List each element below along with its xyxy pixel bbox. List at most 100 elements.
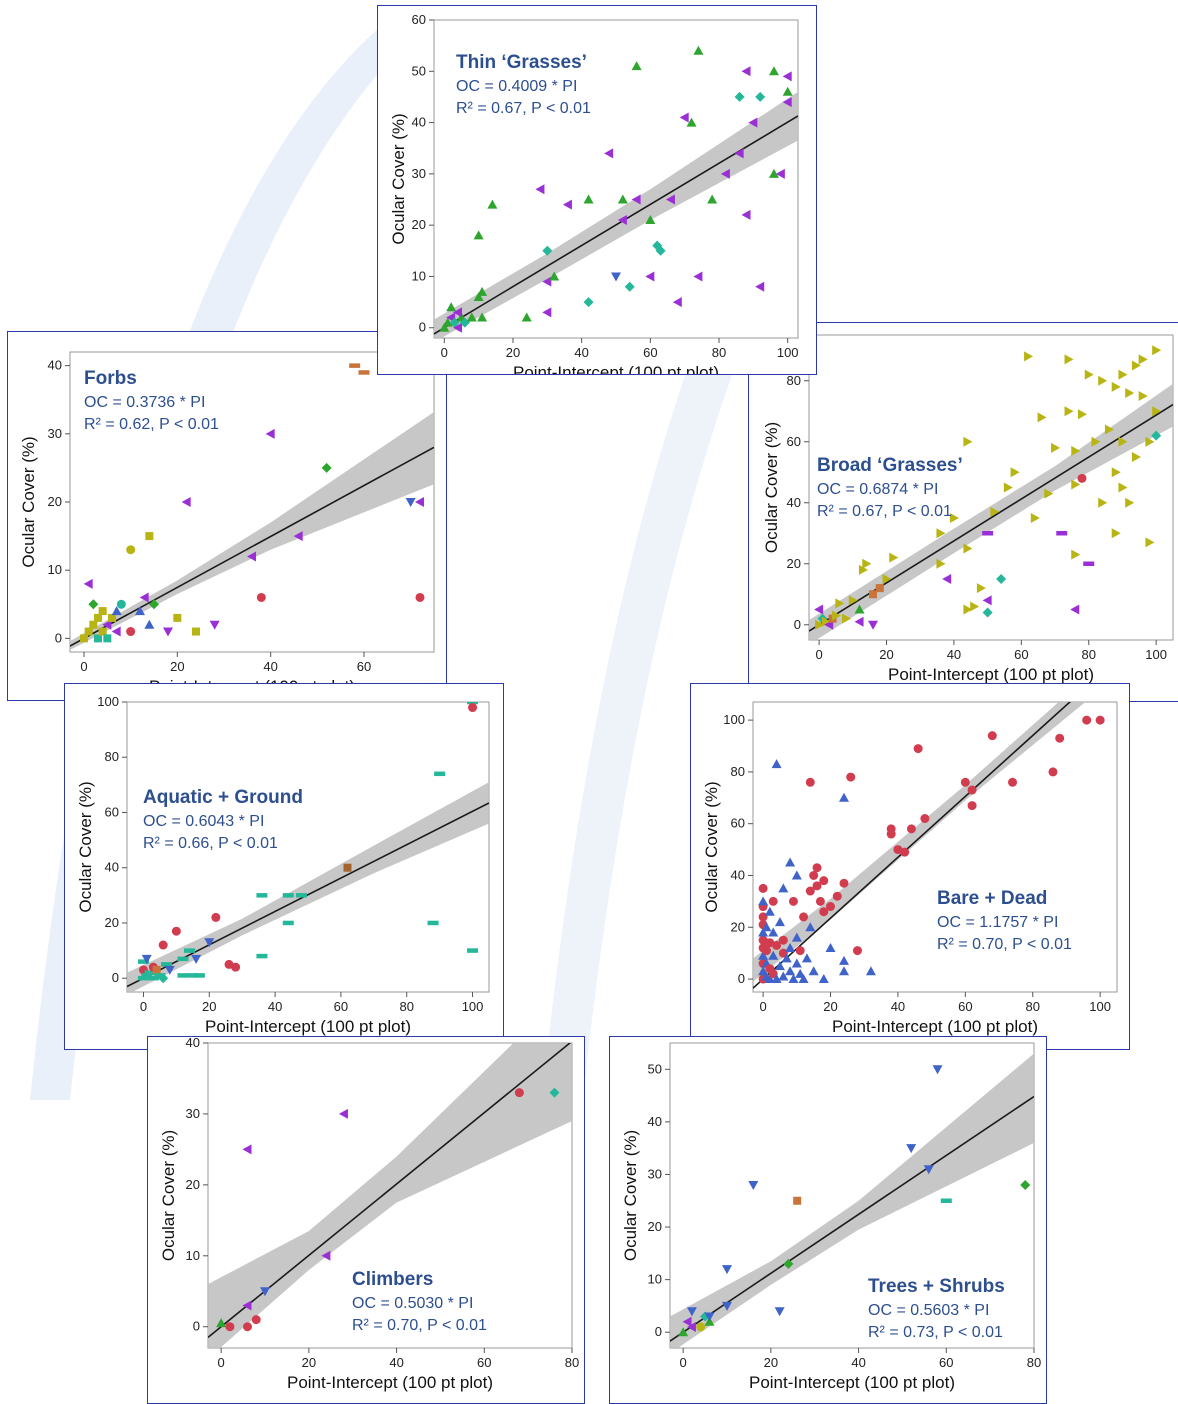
data-point — [707, 194, 718, 204]
data-point — [768, 66, 779, 76]
x-tick-label: 80 — [1026, 999, 1040, 1014]
data-point — [1131, 452, 1141, 462]
data-point — [1071, 549, 1081, 560]
x-axis-label: Point-Intercept (100 pt plot) — [832, 1017, 1038, 1036]
data-point — [815, 619, 825, 630]
data-point — [211, 912, 221, 922]
data-point — [1077, 473, 1087, 483]
data-point — [758, 883, 768, 893]
data-point — [923, 1165, 934, 1175]
data-point — [781, 953, 792, 963]
chart-panel-forbs: 0204060010203040Point-Intercept (100 pt … — [7, 331, 447, 701]
data-point — [758, 935, 768, 945]
regression-stats: R² = 0.70, P < 0.01 — [937, 936, 1072, 953]
data-point — [251, 1315, 261, 1325]
x-tick-label: 0 — [680, 1355, 687, 1370]
data-point — [1010, 467, 1020, 478]
data-point — [583, 297, 594, 308]
data-point — [1152, 345, 1162, 356]
y-axis-label: Ocular Cover (%) — [76, 781, 95, 912]
x-tick-label: 20 — [764, 1355, 778, 1370]
data-point — [741, 66, 751, 77]
data-point — [453, 307, 463, 318]
data-point — [181, 497, 191, 507]
data-point — [782, 97, 792, 108]
data-point — [631, 194, 641, 205]
data-point — [720, 168, 730, 179]
data-point — [839, 878, 849, 888]
data-point — [906, 824, 916, 834]
x-tick-label: 40 — [268, 999, 282, 1014]
data-point — [734, 148, 744, 159]
data-point — [1131, 360, 1141, 371]
data-point — [1111, 467, 1121, 478]
data-point — [1070, 604, 1080, 615]
data-point — [1048, 767, 1058, 777]
data-point — [1098, 375, 1108, 386]
x-tick-label: 20 — [202, 999, 216, 1014]
x-tick-label: 0 — [218, 1355, 225, 1370]
data-point — [761, 922, 772, 932]
data-point — [793, 1196, 802, 1205]
data-point — [1145, 537, 1155, 548]
data-point — [282, 893, 294, 898]
data-point — [795, 946, 805, 956]
data-point — [809, 870, 819, 880]
data-point — [936, 528, 946, 539]
y-axis-label: Ocular Cover (%) — [19, 436, 38, 567]
x-tick-label: 80 — [565, 1355, 579, 1370]
y-axis-label: Ocular Cover (%) — [702, 781, 721, 912]
data-point — [358, 370, 370, 375]
y-tick-label: 40 — [731, 867, 745, 882]
data-point — [1020, 1179, 1031, 1190]
y-tick-label: 60 — [787, 434, 801, 449]
data-point — [814, 604, 824, 615]
data-point — [1152, 406, 1162, 417]
chart-svg-broad-grasses: 0 20 40 60 80 100 0 20 40 60 80 Point-Intercept (10… — [762, 334, 1174, 684]
data-point — [826, 902, 836, 912]
y-tick-label: 80 — [731, 764, 745, 779]
data-point — [1082, 715, 1092, 725]
chart-title: Thin ‘Grasses’ — [456, 52, 587, 73]
data-point — [1138, 391, 1148, 401]
data-point — [693, 271, 703, 282]
x-tick-label: 40 — [574, 345, 588, 360]
data-point — [427, 920, 439, 926]
data-point — [1083, 561, 1095, 566]
x-axis-label: Point-Intercept (100 pt plot) — [749, 1373, 955, 1392]
x-tick-label: 20 — [170, 659, 184, 674]
data-point — [768, 168, 779, 178]
y-tick-label: 10 — [48, 562, 62, 577]
y-tick-label: 40 — [105, 860, 119, 875]
data-point — [970, 601, 980, 612]
data-point — [467, 948, 479, 953]
x-tick-label: 0 — [441, 345, 448, 360]
data-point — [83, 578, 93, 589]
data-point — [415, 497, 424, 507]
data-point — [1111, 528, 1121, 539]
data-point — [875, 584, 884, 593]
data-point — [415, 592, 425, 602]
x-tick-label: 60 — [958, 999, 972, 1014]
data-point — [343, 863, 352, 872]
data-point — [678, 1327, 689, 1337]
data-point — [88, 599, 99, 610]
data-point — [940, 1198, 952, 1204]
data-point — [982, 607, 993, 618]
y-tick-label: 10 — [186, 1248, 200, 1263]
data-point — [631, 61, 642, 71]
data-point — [473, 291, 484, 301]
plot-area — [752, 701, 1118, 993]
data-point — [173, 613, 182, 622]
y-tick-label: 20 — [48, 494, 62, 509]
data-point — [1024, 351, 1034, 362]
data-point — [468, 703, 478, 713]
data-point — [349, 363, 361, 368]
data-point — [889, 552, 899, 563]
x-tick-label: 0 — [759, 999, 766, 1014]
y-tick-label: 100 — [97, 694, 119, 709]
data-point — [163, 627, 173, 637]
data-point — [521, 312, 532, 322]
data-point — [338, 1108, 348, 1119]
data-point — [976, 583, 986, 594]
